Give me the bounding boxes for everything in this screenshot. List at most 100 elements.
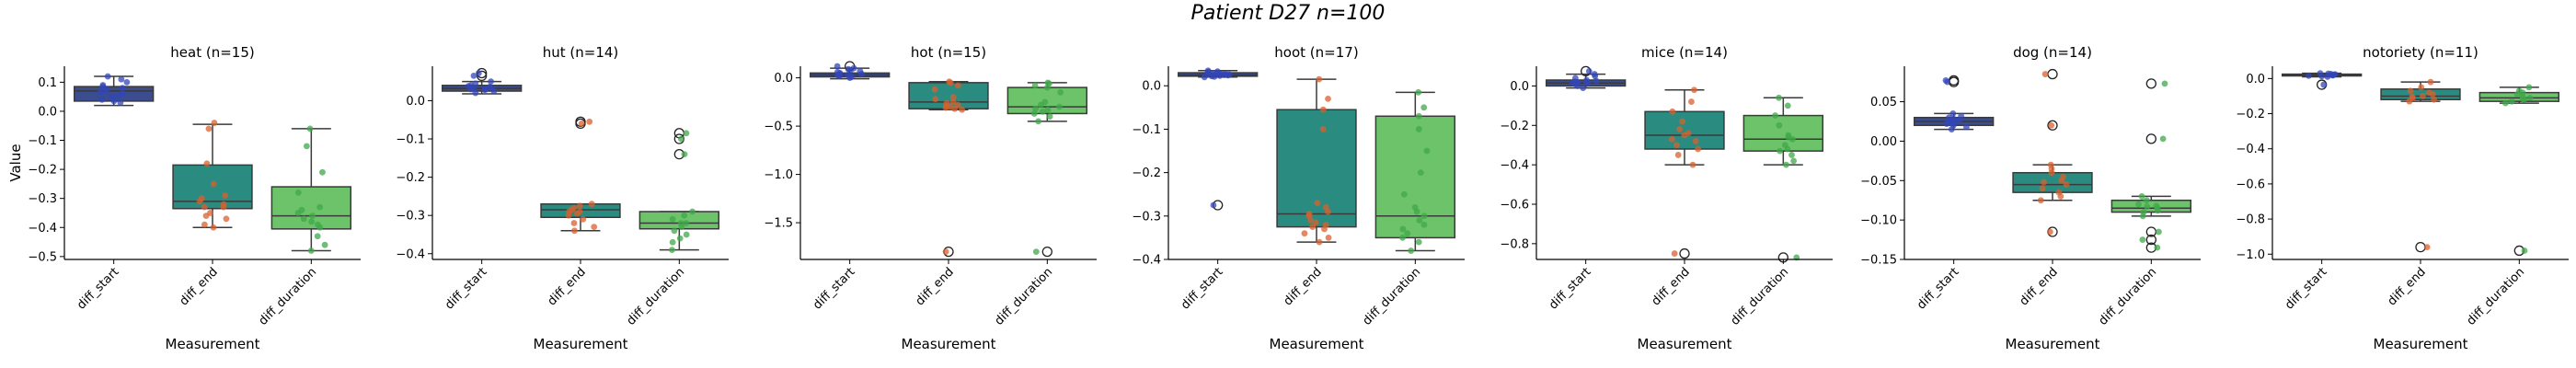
y-tick-label: −0.6 (2236, 178, 2265, 191)
flier-point (2047, 68, 2058, 80)
data-point (2041, 71, 2049, 77)
data-point (2325, 70, 2332, 77)
x-tick-label: diff_end (1650, 265, 1693, 308)
data-point (2039, 185, 2046, 192)
panel-title: notoriety (n=11) (2363, 44, 2478, 61)
data-point (1591, 71, 1598, 77)
x-tick-label: diff_end (2018, 265, 2061, 308)
data-point (565, 212, 572, 219)
data-point (947, 79, 954, 86)
x-tick-label: diff_duration (625, 265, 688, 328)
data-point (669, 215, 676, 223)
flier-point (1679, 247, 1690, 259)
data-point (1958, 112, 1965, 120)
data-point (1046, 113, 1053, 120)
data-point (576, 202, 583, 210)
panel-3: hoot (n=17) 0.0 −0.1 −0.2 −0.3 −0.4 diff_start… (1132, 44, 1465, 352)
panel-4: mice (n=14) 0.0 −0.2 −0.4 −0.6 −0.8 diff_start… (1500, 44, 1833, 352)
x-tick-label: diff_start (1915, 265, 1961, 312)
data-point (470, 72, 477, 79)
data-point (571, 227, 578, 235)
data-point (319, 168, 326, 176)
data-point (1404, 230, 1411, 237)
data-point (949, 94, 957, 100)
y-axis-label: Value (7, 144, 24, 181)
x-axis-label: Measurement (534, 336, 628, 352)
data-point (677, 220, 684, 226)
data-point (1305, 211, 1313, 217)
y-tick-label: 0.0 (406, 95, 425, 109)
data-point (1035, 118, 1042, 125)
data-point (1044, 106, 1052, 113)
data-point (1031, 82, 1039, 89)
data-point (99, 83, 107, 90)
data-point (578, 120, 585, 127)
x-axis-label: Measurement (1270, 336, 1364, 352)
data-point (475, 70, 482, 76)
data-point (683, 130, 690, 137)
data-point (1790, 157, 1798, 165)
x-tick-label: diff_duration (1729, 265, 1792, 328)
y-tick-label: −0.2 (396, 171, 425, 185)
data-point (857, 67, 864, 75)
data-point (2409, 94, 2416, 100)
data-point (850, 64, 857, 72)
data-point (1784, 102, 1791, 109)
panel-title: mice (n=14) (1641, 44, 1728, 61)
y-tick-label: 0.05 (1870, 96, 1897, 109)
data-point (298, 206, 305, 213)
data-point (1319, 126, 1327, 132)
data-point (570, 220, 578, 226)
data-point (959, 106, 966, 113)
data-point (834, 63, 841, 70)
data-point (2037, 197, 2044, 204)
data-point (1204, 67, 1212, 75)
data-point (222, 192, 229, 199)
data-point (1571, 78, 1579, 86)
data-point (2139, 236, 2146, 243)
x-tick-label: diff_duration (2097, 265, 2160, 328)
flier-point (2047, 120, 2058, 131)
flier-point (2145, 78, 2156, 89)
data-point (931, 86, 938, 93)
data-point (949, 98, 957, 106)
data-point (1225, 71, 1233, 78)
box-diff_duration (1374, 115, 1456, 239)
data-point (472, 80, 479, 87)
data-point (2513, 91, 2521, 98)
data-point (1691, 86, 1697, 94)
data-point (1415, 238, 1422, 246)
data-point (2508, 98, 2515, 105)
data-point (1325, 208, 1331, 215)
box-diff_end (1644, 110, 1725, 150)
data-point (1415, 126, 1422, 132)
data-point (98, 96, 106, 103)
data-point (1030, 110, 1038, 117)
data-point (1321, 225, 1328, 233)
y-tick-label: −0.8 (1500, 237, 1529, 251)
y-tick-label: −0.3 (28, 192, 57, 206)
data-point (1669, 108, 1676, 115)
x-tick-label: diff_start (811, 265, 857, 312)
data-point (315, 221, 321, 228)
x-axis-label: Measurement (166, 336, 260, 352)
y-tick-label: −1.0 (764, 168, 793, 182)
data-point (2317, 70, 2324, 77)
data-point (1043, 84, 1051, 91)
panel-0: heat (n=15) 0.1 0.0 −0.1 −0.2 −0.3 −0.4 −0.5 dif… (7, 44, 361, 352)
data-point (2143, 197, 2150, 204)
data-point (307, 247, 315, 254)
data-point (1416, 217, 1423, 224)
data-point (1676, 126, 1683, 132)
data-point (117, 99, 124, 106)
data-point (2161, 80, 2168, 87)
x-axis-label: Measurement (902, 336, 996, 352)
data-point (2306, 72, 2312, 79)
x-tick-label: diff_end (914, 265, 957, 308)
data-point (943, 102, 949, 109)
x-axis-label: Measurement (2006, 336, 2100, 352)
data-point (1956, 117, 1962, 124)
y-tick-label: −1.5 (764, 217, 793, 231)
data-point (1415, 112, 1422, 120)
y-tick-label: −0.4 (2236, 143, 2265, 156)
